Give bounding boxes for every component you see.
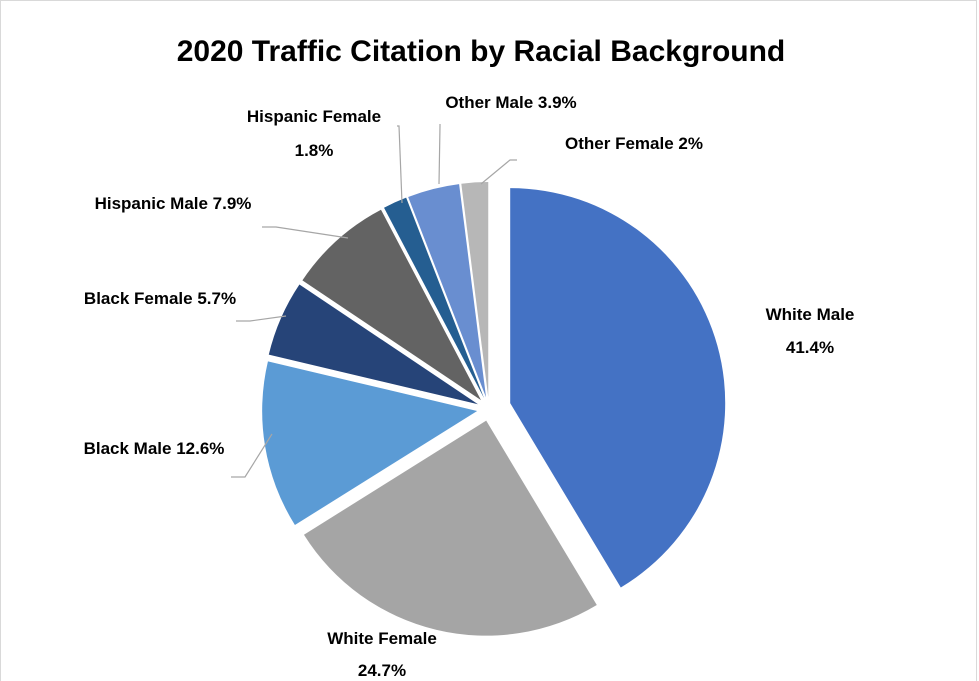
data-label: Hispanic Female: [247, 107, 381, 126]
data-label: Hispanic Male 7.9%: [95, 194, 252, 213]
leader-line: [397, 125, 403, 204]
chart-title: 2020 Traffic Citation by Racial Backgrou…: [177, 35, 786, 68]
data-label: White Female: [327, 629, 437, 648]
leader-line: [231, 433, 273, 478]
data-label: Black Female 5.7%: [84, 289, 236, 308]
slice-labels: White Male 41.4% White Female 24.7% Black Ma…: [84, 93, 855, 680]
data-label: 1.8%: [295, 141, 334, 160]
pie-slice-hispanic-male: [302, 209, 481, 401]
leader-line: [236, 315, 287, 322]
leader-line: [438, 124, 441, 185]
data-label: Other Female 2%: [565, 134, 703, 153]
leader-line: [480, 159, 517, 185]
data-label: 41.4%: [786, 338, 834, 357]
pie-slice-other-female: [461, 182, 489, 398]
pie-slice-white-female: [303, 420, 597, 636]
pie-slice-other-male: [408, 184, 487, 398]
pie-slice-hispanic-female: [384, 197, 485, 399]
pie-slice-white-male: [510, 188, 726, 588]
data-label: Other Male 3.9%: [445, 93, 576, 112]
pie-slices: [262, 182, 726, 636]
data-label: Black Male 12.6%: [84, 439, 225, 458]
data-label: 24.7%: [358, 661, 406, 680]
pie-slice-black-female: [268, 284, 479, 405]
pie-slice-black-male: [262, 361, 478, 526]
data-label: White Male: [766, 305, 855, 324]
leader-lines: [231, 124, 517, 478]
leader-line: [262, 226, 349, 239]
